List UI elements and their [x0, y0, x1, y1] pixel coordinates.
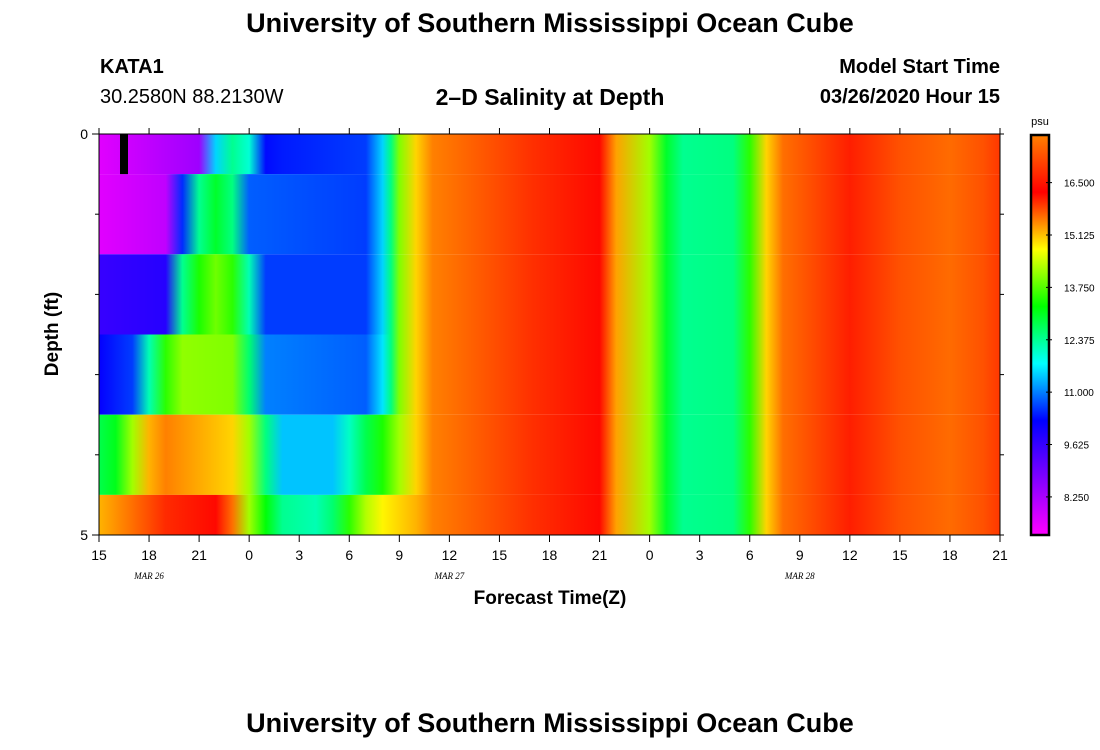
x-axis-label: Forecast Time(Z): [474, 588, 627, 609]
x-tick-label: 15: [91, 547, 107, 563]
heatmap-row-4: [99, 414, 1000, 495]
y-axis: 05: [80, 126, 1004, 543]
colorbar-unit-label: psu: [1031, 116, 1049, 128]
x-tick-label: 18: [542, 547, 558, 563]
page-title: University of Southern Mississippi Ocean…: [246, 8, 854, 38]
colorbar-gradient: [1029, 133, 1051, 537]
y-tick-label: 5: [80, 527, 88, 543]
x-tick-label: 0: [646, 547, 654, 563]
x-tick-label: 6: [345, 547, 353, 563]
colorbar-tick-label: 15.125: [1064, 231, 1095, 242]
x-tick-label: 9: [796, 547, 804, 563]
current-time-marker: [120, 134, 128, 175]
x-tick-label: 21: [992, 547, 1008, 563]
model-start-label: Model Start Time: [839, 56, 1000, 78]
heatmap-row-2: [99, 254, 1000, 335]
colorbar-tick-label: 12.375: [1064, 336, 1095, 347]
station-coordinates: 30.2580N 88.2130W: [100, 86, 284, 108]
x-tick-label: 3: [295, 547, 303, 563]
x-tick-label: 3: [696, 547, 704, 563]
colorbar: 8.250 9.625 11.000 12.375 13.750 15.125 16.500…: [1029, 116, 1095, 537]
heatmap-row-1: [99, 174, 1000, 255]
footer-title: University of Southern Mississippi Ocean…: [246, 708, 854, 738]
x-tick-label: 0: [245, 547, 253, 563]
x-axis: 15 18 21 0 3 6 9 12 15 18 21 0 3 6 9 12 15 18 21 MAR 26 MAR …: [91, 128, 1008, 581]
current-time-marker-layer: [120, 134, 128, 175]
x-tick-label: 15: [892, 547, 908, 563]
x-tick-label: 9: [395, 547, 403, 563]
heatmap-rows: [99, 134, 1000, 535]
model-start-time: 03/26/2020 Hour 15: [819, 86, 1000, 108]
x-tick-label: 6: [746, 547, 754, 563]
x-tick-label: 21: [191, 547, 207, 563]
y-axis-label: Depth (ft): [42, 292, 63, 376]
heatmap-row-3: [99, 334, 1000, 415]
colorbar-tick-label: 9.625: [1064, 441, 1089, 452]
x-tick-label: 21: [592, 547, 608, 563]
colorbar-tick-label: 11.000: [1064, 388, 1094, 399]
x-date-label: MAR 26: [133, 571, 164, 581]
heatmap-row-0: [99, 134, 1000, 175]
salinity-heatmap-chart: 15 18 21 0 3 6 9 12 15 18 21 0 3 6 9 12 15 18 21 MAR 26 MAR …: [42, 116, 1095, 609]
heatmap-row-5: [99, 494, 1000, 535]
station-id: KATA1: [100, 56, 164, 78]
chart-title: 2–D Salinity at Depth: [435, 84, 665, 110]
colorbar-tick-label: 8.250: [1064, 493, 1089, 504]
x-tick-label: 18: [141, 547, 157, 563]
x-tick-label: 12: [442, 547, 458, 563]
y-tick-label: 0: [80, 126, 88, 142]
colorbar-tick-label: 13.750: [1064, 283, 1095, 294]
x-date-label: MAR 27: [434, 571, 465, 581]
colorbar-tick-label: 16.500: [1064, 179, 1095, 190]
x-tick-label: 18: [942, 547, 958, 563]
x-tick-label: 12: [842, 547, 858, 563]
x-tick-label: 15: [492, 547, 508, 563]
x-date-label: MAR 28: [784, 571, 815, 581]
